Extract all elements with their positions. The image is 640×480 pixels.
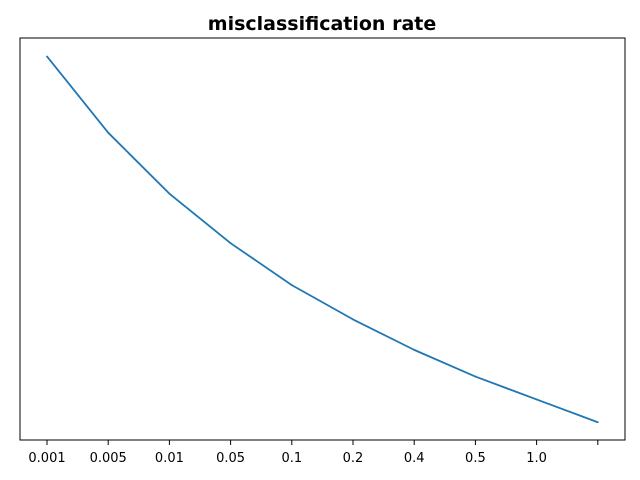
data-point xyxy=(107,131,110,134)
data-point xyxy=(46,55,48,58)
x-tick-label: 0.005 xyxy=(90,451,127,466)
data-point xyxy=(352,318,354,321)
data-point xyxy=(168,192,171,195)
data-point xyxy=(290,284,293,287)
x-tick-label: 0.5 xyxy=(465,451,486,466)
x-tick-label: 0.4 xyxy=(404,451,425,466)
data-point xyxy=(229,242,232,245)
data-point xyxy=(596,421,599,424)
x-tick-label: 0.2 xyxy=(343,451,364,466)
x-tick-label: 0.001 xyxy=(28,451,65,466)
x-tick-label: 0.1 xyxy=(281,451,302,466)
x-tick-label: 0.05 xyxy=(216,451,245,466)
data-point xyxy=(474,375,477,378)
plot-area-frame xyxy=(19,37,626,441)
series-line xyxy=(46,55,599,424)
data-point xyxy=(413,348,416,351)
x-tick-label: 0.01 xyxy=(155,451,184,466)
x-tick-label: 1.0 xyxy=(526,451,547,466)
chart-title: misclassification rate xyxy=(208,13,436,35)
x-axis: 0.001 0.005 0.01 0.05 0.1 0.2 0.4 0.5 1.0 xyxy=(28,440,599,466)
data-point xyxy=(535,398,538,401)
series-layer xyxy=(46,55,599,424)
